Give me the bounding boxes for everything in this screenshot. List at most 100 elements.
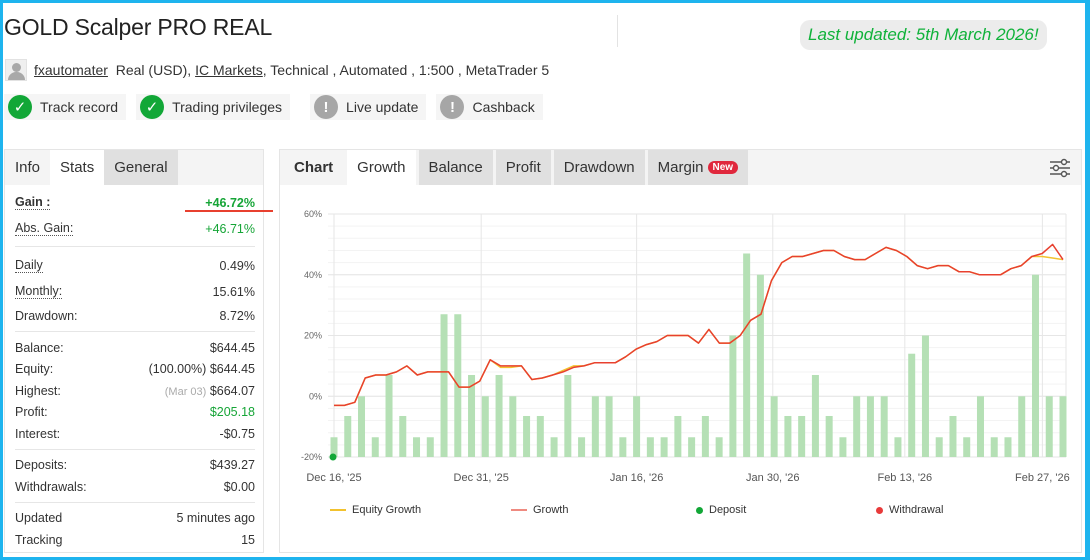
- badge-cashback[interactable]: ! Cashback: [436, 94, 543, 120]
- stat-updated: Updated 5 minutes ago: [15, 508, 255, 530]
- gain-highlight-underline: [185, 210, 273, 212]
- withdrawals-label: Withdrawals:: [15, 479, 87, 494]
- stats-list: Gain : +46.72% Abs. Gain: +46.71% Daily …: [5, 185, 263, 551]
- check-circle-icon: ✓: [8, 95, 32, 119]
- profit-value: $205.18: [209, 405, 255, 420]
- monthly-label[interactable]: Monthly:: [15, 284, 63, 299]
- account-details: , Technical , Automated , 1:500 , MetaTr…: [262, 62, 550, 78]
- equity-label: Equity:: [15, 362, 54, 377]
- sliders-settings-icon[interactable]: [1049, 158, 1071, 178]
- balance-label: Balance:: [15, 340, 64, 355]
- svg-text:-20%: -20%: [301, 452, 322, 462]
- tab-general[interactable]: General: [104, 150, 178, 185]
- highest-value: $664.07: [209, 383, 255, 398]
- badge-trading-privileges[interactable]: ✓ Trading privileges: [136, 94, 291, 120]
- badge-label: Cashback: [472, 99, 535, 115]
- daily-value: 0.49%: [219, 259, 255, 273]
- badge-label: Trading privileges: [172, 99, 283, 115]
- exclamation-circle-icon: !: [440, 95, 465, 119]
- svg-text:Jan 30, '26: Jan 30, '26: [746, 472, 799, 484]
- stats-panel: Info Stats General Gain : +46.72% Abs. G…: [4, 149, 264, 553]
- stat-drawdown: Drawdown: 8.72%: [15, 305, 255, 327]
- deposits-label: Deposits:: [15, 458, 68, 473]
- legend-deposit[interactable]: Deposit: [696, 504, 746, 516]
- svg-text:Dec 31, '25: Dec 31, '25: [454, 472, 509, 484]
- svg-text:20%: 20%: [304, 331, 322, 341]
- chart-tabs-label: Chart: [294, 159, 334, 176]
- legend-growth[interactable]: Growth: [511, 504, 568, 516]
- daily-label[interactable]: Daily: [15, 258, 43, 273]
- legend-equity-growth[interactable]: Equity Growth: [330, 504, 421, 516]
- stat-tracking: Tracking 15: [15, 529, 255, 551]
- verification-badges: ✓ Track record ✓ Trading privileges ! Li…: [4, 94, 553, 120]
- gain-label[interactable]: Gain :: [15, 195, 51, 210]
- account-type: Real (USD),: [115, 62, 192, 78]
- svg-text:Feb 13, '26: Feb 13, '26: [877, 472, 932, 484]
- chart-panel: Chart Growth Balance Profit Drawdown Mar…: [279, 149, 1082, 553]
- legend-label: Growth: [533, 504, 569, 516]
- stat-balance: Balance: $644.45: [15, 337, 255, 359]
- svg-text:Dec 16, '25: Dec 16, '25: [306, 472, 361, 484]
- highest-date: (Mar 03): [164, 385, 207, 398]
- stat-monthly: Monthly: 15.61%: [15, 279, 255, 305]
- svg-text:Feb 27, '26: Feb 27, '26: [1015, 472, 1070, 484]
- stat-abs-gain: Abs. Gain: +46.71%: [15, 216, 255, 242]
- tab-margin[interactable]: Margin New: [647, 150, 749, 185]
- svg-text:60%: 60%: [304, 209, 322, 219]
- avatar[interactable]: [5, 59, 27, 81]
- stat-daily: Daily 0.49%: [15, 253, 255, 279]
- tab-balance[interactable]: Balance: [418, 150, 493, 185]
- interest-value: -$0.75: [219, 426, 255, 441]
- tab-drawdown[interactable]: Drawdown: [553, 150, 645, 185]
- broker-link[interactable]: IC Markets: [195, 62, 263, 78]
- profit-label: Profit:: [15, 405, 48, 420]
- badge-track-record[interactable]: ✓ Track record: [4, 94, 127, 120]
- equity-line-swatch: [330, 509, 346, 511]
- title-divider: [617, 15, 618, 47]
- tab-stats[interactable]: Stats: [50, 150, 105, 185]
- svg-text:40%: 40%: [304, 270, 322, 280]
- spacer: [108, 62, 116, 78]
- new-badge: New: [707, 161, 739, 174]
- drawdown-value: 8.72%: [219, 309, 255, 323]
- highest-label: Highest:: [15, 383, 61, 398]
- growth-chart[interactable]: 60% 40% 20% 0% -20% Dec 16, '25 Dec 31, '25 Jan…: [280, 186, 1081, 552]
- tab-info[interactable]: Info: [15, 159, 41, 176]
- account-meta: fxautomater Real (USD), IC Markets , Tec…: [5, 57, 549, 83]
- legend-label: Deposit: [709, 504, 747, 516]
- last-updated-badge: Last updated: 5th March 2026!: [800, 20, 1047, 50]
- equity-value: $644.45: [209, 362, 255, 377]
- page-title: GOLD Scalper PRO REAL: [4, 14, 273, 40]
- stat-deposits: Deposits: $439.27: [15, 455, 255, 477]
- badge-label: Live update: [346, 99, 419, 115]
- equity-percent: (100.00%): [148, 362, 207, 377]
- abs-gain-value: +46.71%: [205, 222, 255, 236]
- updated-value: 5 minutes ago: [176, 511, 255, 526]
- stat-withdrawals: Withdrawals: $0.00: [15, 476, 255, 498]
- tab-margin-label: Margin: [657, 159, 704, 176]
- abs-gain-label[interactable]: Abs. Gain:: [15, 221, 74, 236]
- withdrawal-dot-icon: [876, 506, 883, 514]
- updated-label: Updated: [15, 511, 63, 526]
- badge-live-update[interactable]: ! Live update: [310, 94, 427, 120]
- tab-growth[interactable]: Growth: [347, 150, 416, 185]
- withdrawals-value: $0.00: [223, 479, 255, 494]
- legend-label: Withdrawal: [889, 504, 944, 516]
- svg-text:Jan 16, '26: Jan 16, '26: [610, 472, 663, 484]
- chart-legend: Equity Growth Growth Deposit Withdrawal: [280, 504, 1081, 522]
- legend-withdrawal[interactable]: Withdrawal: [876, 504, 943, 516]
- exclamation-circle-icon: !: [314, 95, 339, 119]
- deposits-value: $439.27: [209, 458, 255, 473]
- tab-profit[interactable]: Profit: [495, 150, 551, 185]
- deposit-dot-icon: [696, 506, 703, 514]
- balance-value: $644.45: [209, 340, 255, 355]
- growth-line-swatch: [511, 509, 527, 511]
- stat-interest: Interest: -$0.75: [15, 423, 255, 445]
- stat-profit: Profit: $205.18: [15, 402, 255, 424]
- username-link[interactable]: fxautomater: [34, 62, 108, 78]
- gain-value: +46.72%: [205, 196, 255, 210]
- interest-label: Interest:: [15, 426, 61, 441]
- stat-equity: Equity: (100.00%) $644.45: [15, 359, 255, 381]
- check-circle-icon: ✓: [140, 95, 165, 119]
- chart-tabs: Chart Growth Balance Profit Drawdown Mar…: [280, 150, 1081, 185]
